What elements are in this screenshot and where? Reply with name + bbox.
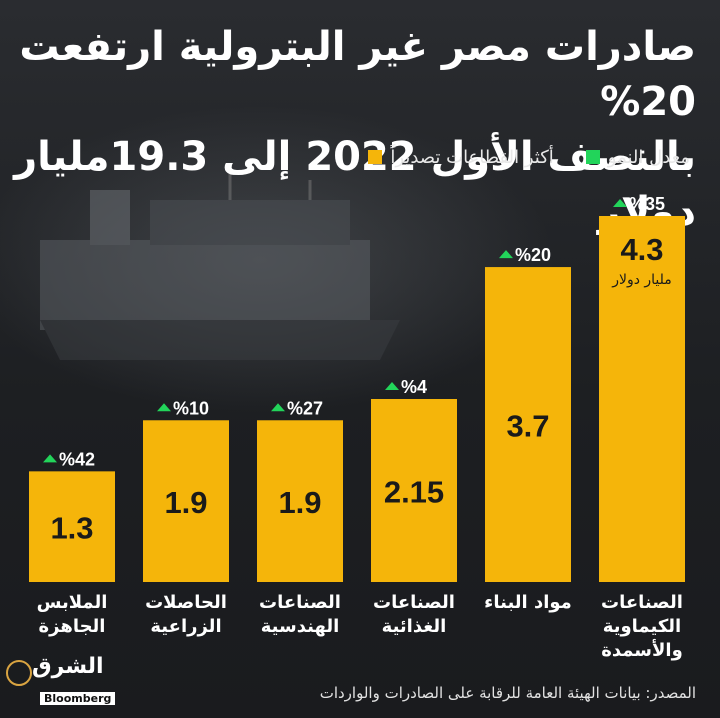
- category-label: الغذائية: [382, 616, 447, 637]
- bar: [29, 471, 115, 582]
- category-label: الزراعية: [150, 616, 221, 637]
- bar-value-label: 2.15: [384, 475, 444, 510]
- bar: [599, 216, 685, 582]
- bar: [371, 399, 457, 582]
- category-label: مواد البناء: [484, 592, 572, 613]
- category-label: الحاصلات: [145, 592, 227, 613]
- growth-label: %35: [629, 194, 665, 214]
- legend-label-sectors: أكثر القطاعات تصديراً: [390, 146, 554, 168]
- legend-label-growth: معدل النمو: [607, 146, 690, 168]
- legend: أكثر القطاعات تصديراً معدل النمو: [368, 146, 690, 168]
- growth-arrow-icon: [271, 403, 285, 412]
- legend-item-growth: معدل النمو: [585, 146, 690, 168]
- growth-label: %20: [515, 245, 551, 265]
- title-line-2: بالنصف الأول 2022 إلى 19.3مليار دولار: [14, 134, 696, 235]
- category-label: الهندسية: [261, 616, 340, 637]
- growth-arrow-icon: [43, 454, 57, 463]
- source-note: المصدر: بيانات الهيئة العامة للرقابة على…: [319, 684, 696, 702]
- title-line-1: صادرات مصر غير البترولية ارتفعت 20%: [19, 24, 696, 125]
- category-label: الملابس: [37, 592, 108, 613]
- growth-label: %27: [287, 398, 323, 418]
- legend-swatch-sectors: [368, 150, 383, 164]
- category-label: الصناعات: [259, 592, 341, 613]
- bar-value-label: 4.3: [620, 232, 663, 267]
- growth-label: %10: [173, 398, 209, 418]
- bar: [257, 420, 343, 582]
- growth-arrow-icon: [613, 199, 627, 207]
- bar: [143, 420, 229, 582]
- bar-value-label: 1.9: [278, 485, 321, 520]
- growth-label: %4: [401, 377, 427, 397]
- bar: [485, 267, 571, 582]
- category-label: الصناعات: [601, 592, 683, 613]
- legend-item-sectors: أكثر القطاعات تصديراً: [368, 146, 554, 168]
- growth-arrow-icon: [157, 403, 171, 412]
- bar-value-label: 1.3: [50, 511, 93, 546]
- growth-arrow-icon: [385, 382, 399, 390]
- cargo-ship-photo: [40, 170, 400, 360]
- bar-value-label: 3.7: [506, 409, 549, 444]
- category-label: الصناعات: [373, 592, 455, 613]
- logo-sub: Bloomberg: [40, 692, 116, 705]
- growth-label: %42: [59, 449, 95, 469]
- logo: الشرق Bloomberg: [4, 648, 132, 714]
- category-label: الكيماوية: [603, 616, 681, 637]
- bar-unit-label: مليار دولار: [611, 272, 672, 288]
- category-label: الجاهزة: [39, 616, 106, 637]
- legend-swatch-growth: [585, 150, 600, 164]
- logo-name: الشرق: [32, 654, 104, 679]
- logo-badge-icon: [6, 660, 32, 686]
- category-label: والأسمدة: [601, 639, 683, 661]
- chart-title: صادرات مصر غير البترولية ارتفعت 20% بالن…: [6, 20, 696, 240]
- growth-arrow-icon: [499, 250, 513, 259]
- bar-value-label: 1.9: [164, 485, 207, 520]
